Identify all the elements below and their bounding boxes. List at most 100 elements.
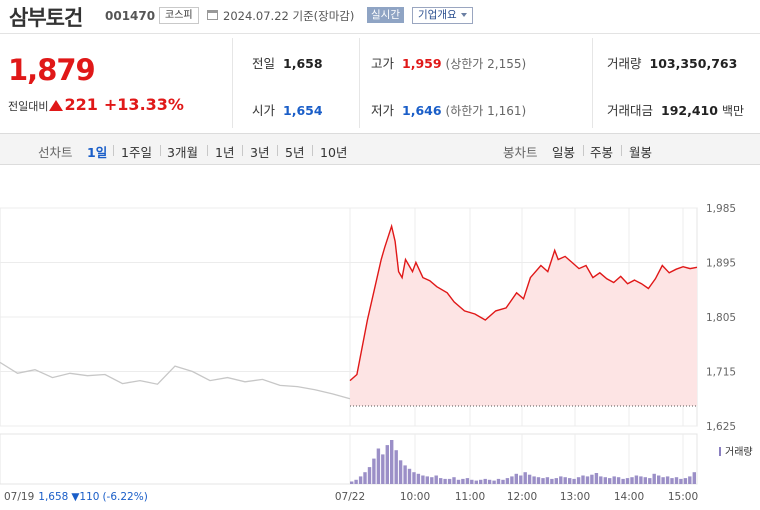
x-tick-label: 14:00 — [614, 491, 644, 503]
volume-bar — [630, 477, 634, 484]
divider — [232, 38, 233, 128]
volume-bar — [692, 472, 696, 484]
x-tick-label: 10:00 — [400, 491, 430, 503]
volume-bar — [501, 479, 505, 484]
live-button[interactable]: 실시간 — [367, 7, 404, 23]
open-price: 시가 1,654 — [252, 100, 323, 119]
volume-bar — [385, 445, 389, 484]
volume-bar — [652, 473, 656, 484]
volume-bar — [532, 476, 536, 484]
volume-bar — [639, 476, 643, 484]
price-change: 전일대비 221 +13.33% — [8, 95, 184, 114]
volume-bar — [541, 478, 545, 484]
high-price: 고가 1,959 (상한가 2,155) — [371, 53, 526, 72]
tab-divider — [277, 145, 278, 156]
change-amount: 221 — [64, 95, 98, 114]
volume: 거래량 103,350,763 — [607, 53, 737, 72]
market-badge: 코스피 — [159, 7, 199, 24]
volume-bar — [576, 477, 581, 484]
volume-bar — [416, 473, 421, 484]
volume-bar — [608, 478, 612, 484]
tab-divider — [583, 145, 584, 156]
prev-close-label: 전일 — [252, 56, 276, 71]
volume-bar — [487, 479, 492, 484]
company-info-label: 기업개요 — [418, 9, 457, 21]
volume-bar — [434, 475, 438, 484]
volume-bar — [470, 479, 474, 484]
volume-bar — [563, 477, 567, 484]
volume-bar — [590, 474, 594, 484]
open-value: 1,654 — [283, 103, 323, 118]
volume-bar — [572, 478, 576, 484]
y-tick-label: 1,715 — [706, 367, 736, 379]
tab-divider — [621, 145, 622, 156]
volume-bar — [527, 474, 532, 484]
volume-bar — [670, 478, 674, 484]
y-tick-label: 1,985 — [706, 203, 736, 215]
tab-divider — [207, 145, 208, 156]
volume-bar — [456, 479, 461, 484]
volume-bar — [390, 440, 394, 484]
tab-divider — [113, 145, 114, 156]
high-value: 1,959 — [402, 56, 442, 71]
volume-bar — [519, 475, 523, 484]
chart-tabs: 선차트 1일 1주일 3개월 1년 3년 5년 10년 봉차트 일봉 주봉 월봉 — [0, 133, 760, 165]
volume-label: 거래량 — [607, 56, 642, 71]
volume-bar — [430, 477, 434, 484]
tab-1y[interactable]: 1년 — [215, 145, 235, 160]
tab-daily[interactable]: 일봉 — [552, 145, 576, 160]
volume-value: 103,350,763 — [649, 56, 738, 71]
volume-border — [0, 433, 698, 485]
volume-bar — [505, 478, 510, 484]
volume-bar — [648, 478, 652, 484]
tab-5y[interactable]: 5년 — [285, 145, 305, 160]
volume-bar — [643, 477, 647, 484]
tab-3y[interactable]: 3년 — [250, 145, 270, 160]
x-tick-label: 15:00 — [668, 491, 698, 503]
volume-bar — [479, 479, 483, 484]
volume-bar — [398, 460, 403, 484]
volume-bar — [683, 478, 688, 484]
volume-bar — [679, 478, 683, 484]
footer-change: 110 — [79, 491, 99, 503]
volume-bar — [665, 476, 670, 484]
company-info-dropdown[interactable]: 기업개요 — [412, 7, 473, 24]
tab-divider — [242, 145, 243, 156]
y-tick-label: 1,895 — [706, 258, 736, 270]
tab-1d[interactable]: 1일 — [87, 145, 108, 160]
prev-day-footer: 07/19 1,658 ▼110 (-6.22%) — [4, 491, 148, 503]
tab-3m[interactable]: 3개월 — [167, 145, 198, 160]
x-tick-label: 12:00 — [507, 491, 537, 503]
volume-bar — [443, 478, 447, 484]
tab-weekly[interactable]: 주봉 — [590, 145, 614, 160]
tab-1w[interactable]: 1주일 — [121, 145, 152, 160]
high-label: 고가 — [371, 56, 395, 71]
volume-bar — [634, 475, 639, 484]
volume-bar — [674, 477, 679, 484]
volume-bar — [510, 476, 514, 484]
volume-bar — [363, 472, 367, 484]
reference-date: 2024.07.22 기준(장마감) — [223, 9, 355, 23]
divider — [359, 38, 360, 128]
low-price: 저가 1,646 (하한가 1,161) — [371, 100, 526, 119]
y-tick-label: 1,625 — [706, 421, 736, 433]
volume-bar — [603, 477, 607, 484]
open-label: 시가 — [252, 103, 276, 118]
tab-monthly[interactable]: 월봉 — [629, 145, 653, 160]
volume-bar — [496, 478, 501, 484]
y-tick-label: 1,805 — [706, 312, 736, 324]
line-chart-label: 선차트 — [38, 145, 73, 160]
footer-change-pct: (-6.22%) — [102, 491, 147, 503]
change-percent: +13.33% — [103, 95, 184, 114]
volume-bars — [350, 440, 721, 484]
volume-bar — [350, 481, 354, 484]
volume-bar — [585, 476, 590, 484]
upper-limit: (상한가 2,155) — [445, 57, 527, 71]
x-tick-label: 11:00 — [455, 491, 485, 503]
volume-bar — [492, 480, 496, 484]
volume-bar — [594, 473, 599, 484]
volume-bar — [568, 478, 572, 484]
prev-close: 전일 1,658 — [252, 53, 323, 72]
x-tick-label: 13:00 — [560, 491, 590, 503]
tab-10y[interactable]: 10년 — [320, 145, 348, 160]
